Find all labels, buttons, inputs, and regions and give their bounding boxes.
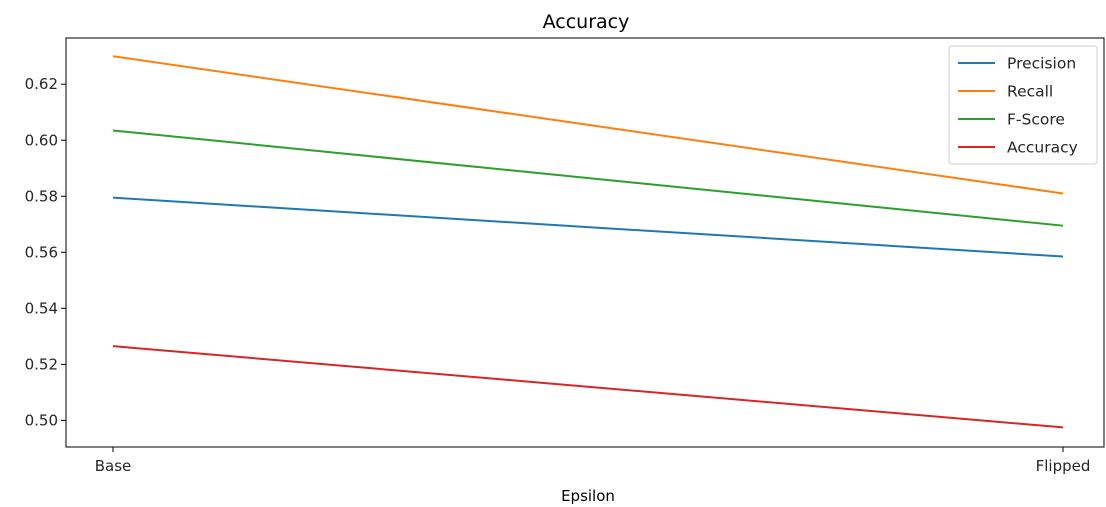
legend-label: Accuracy	[1007, 139, 1078, 157]
legend-label: Recall	[1007, 83, 1053, 101]
chart-title: Accuracy	[543, 11, 630, 33]
y-tick-label: 0.58	[25, 187, 58, 205]
series-line-precision	[112, 196, 1064, 258]
legend-label: F-Score	[1007, 111, 1065, 129]
legend: Precision Recall F-Score Accuracy	[948, 45, 1098, 165]
plot-area	[112, 55, 1064, 429]
series-line-f-score	[112, 129, 1064, 227]
y-tick-label: 0.56	[25, 243, 58, 261]
y-tick-label: 0.60	[25, 131, 58, 149]
x-tick-label: Flipped	[1036, 457, 1091, 475]
y-tick-label: 0.52	[25, 355, 58, 373]
y-tick-label: 0.62	[25, 75, 58, 93]
legend-box	[948, 45, 1098, 165]
x-tick-label: Base	[95, 457, 132, 475]
series-line-accuracy	[112, 345, 1064, 429]
x-axis-label: Epsilon	[561, 487, 615, 505]
legend-label: Precision	[1007, 55, 1076, 73]
plot-frame	[65, 37, 1105, 448]
axes: 0.50 0.52 0.54 0.56 0.58 0.60 0.62 Base Flipped	[25, 75, 1091, 475]
y-tick-label: 0.54	[25, 299, 58, 317]
y-tick-label: 0.50	[25, 411, 58, 429]
series-line-recall	[112, 55, 1064, 195]
